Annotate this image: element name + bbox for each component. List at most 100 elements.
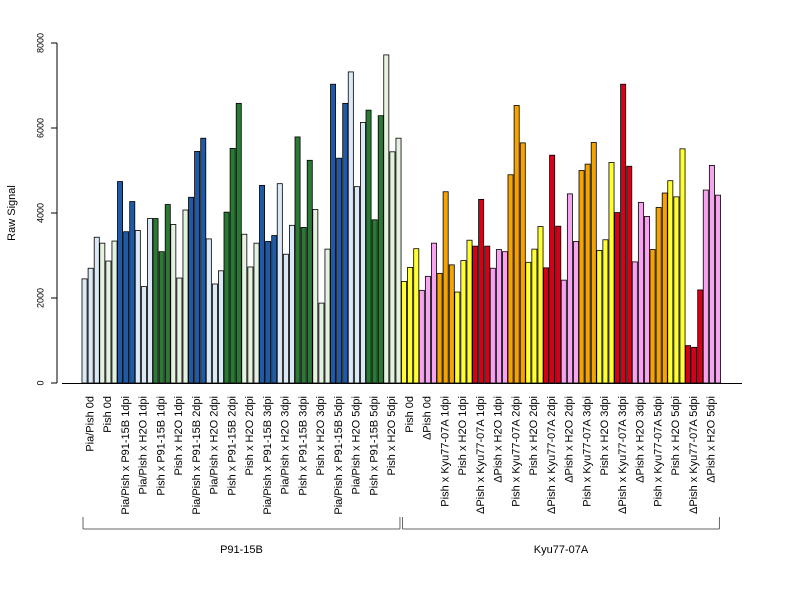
x-tick-label: Pia/Pish x H2O 2dpi — [209, 396, 221, 494]
bar — [555, 225, 562, 384]
x-tick-label: Pia/Pish x H2O 5dpi — [351, 396, 363, 494]
bar — [365, 109, 372, 384]
x-tick-label: ΔPish x H2O 2dpi — [564, 396, 576, 483]
bar — [182, 209, 189, 384]
x-tick-label: Pish x H2O 2dpi — [528, 396, 540, 475]
y-tick-label: 4000 — [35, 203, 45, 223]
bar — [655, 207, 662, 384]
bar — [573, 241, 579, 384]
bar — [531, 248, 538, 384]
x-tick-label: ΔPish x H2O 1dpi — [493, 396, 505, 483]
bar — [502, 251, 508, 384]
bar — [200, 137, 207, 384]
bar — [211, 283, 218, 384]
bar — [235, 102, 242, 384]
bar — [342, 102, 349, 384]
x-tick-label: Pia/Pish 0d — [84, 396, 96, 452]
bar — [584, 163, 591, 384]
x-tick-label: Pish x H2O 5dpi — [386, 396, 398, 475]
bar — [578, 170, 585, 384]
y-tick-label: 6000 — [35, 118, 45, 138]
group-label: Kyu77-07A — [534, 544, 589, 556]
bar — [708, 164, 715, 384]
bar — [418, 289, 425, 384]
x-tick-label: Pish x H2O 1dpi — [457, 396, 469, 475]
bar — [395, 137, 402, 384]
bars-layer — [81, 54, 721, 384]
x-tick-label: Pish x Kyu77-07A 3dpi — [581, 396, 593, 507]
bar — [140, 286, 147, 384]
bar — [644, 215, 650, 384]
bar — [360, 122, 366, 384]
y-axis-title: Raw Signal — [6, 185, 18, 241]
bar — [602, 239, 609, 384]
x-tick-label: Pish x H2O 5dpi — [670, 396, 682, 475]
bar — [472, 245, 478, 384]
bar — [205, 238, 212, 384]
bar — [596, 249, 603, 384]
x-tick-label: ΔPish x Kyu77-07A 1dpi — [475, 396, 487, 514]
bar — [685, 345, 691, 384]
x-tick-label: ΔPish x H2O 5dpi — [706, 396, 718, 483]
x-tick-label: Pia/Pish x H2O 1dpi — [138, 396, 150, 494]
x-tick-label: Pish x Kyu77-07A 2dpi — [510, 396, 522, 507]
bar — [371, 219, 378, 384]
bar — [478, 198, 485, 384]
bar — [667, 180, 674, 384]
x-tick-label: Pish x Kyu77-07A 5dpi — [652, 396, 664, 507]
x-tick-label: Pish x H2O 3dpi — [315, 396, 327, 475]
bar — [495, 249, 502, 384]
bar — [407, 266, 414, 384]
bar — [631, 261, 638, 384]
bar — [158, 251, 165, 384]
bar — [324, 248, 331, 384]
x-tick-label: Pish x H2O 2dpi — [244, 396, 256, 475]
bar — [436, 272, 443, 384]
bar — [513, 105, 520, 384]
bar — [294, 136, 301, 384]
bar — [442, 191, 449, 384]
bar — [389, 151, 396, 384]
bar — [489, 267, 496, 384]
bar — [253, 242, 260, 384]
bar — [697, 289, 704, 384]
x-tick-label: Pish x P91-15B 3dpi — [297, 396, 309, 496]
bar — [537, 226, 544, 384]
bar — [560, 279, 567, 384]
bar — [223, 211, 230, 384]
bar — [691, 346, 698, 384]
bar — [289, 224, 295, 384]
bar — [259, 184, 265, 384]
x-tick-label: Pish x H2O 1dpi — [173, 396, 185, 475]
bar — [282, 253, 289, 384]
bar — [271, 235, 278, 384]
x-tick-labels: Pia/Pish 0d Pish 0d Pia/Pish x P91-15B 1dp… — [84, 396, 717, 515]
bar — [424, 275, 431, 384]
group-brackets: P91-15B Kyu77-07A — [82, 517, 720, 556]
bar — [466, 239, 473, 384]
x-tick-label: Pia/Pish x P91-15B 2dpi — [191, 396, 203, 515]
bar — [649, 249, 656, 384]
bar — [401, 281, 407, 384]
bar — [353, 186, 360, 384]
bar — [312, 209, 319, 384]
bar — [306, 159, 313, 384]
x-tick-label: Pia/Pish x P91-15B 3dpi — [262, 396, 274, 515]
bar — [318, 302, 325, 384]
x-tick-label: Pish x Kyu77-07A 1dpi — [439, 396, 451, 507]
bar — [194, 150, 201, 384]
bar — [715, 194, 721, 384]
bar — [300, 227, 307, 384]
bar — [637, 201, 644, 384]
bar — [566, 193, 573, 384]
bar — [661, 192, 668, 384]
bar — [147, 218, 153, 384]
bar — [454, 291, 461, 384]
bar — [383, 54, 390, 384]
bar — [614, 212, 620, 384]
bar — [626, 165, 633, 384]
bar — [413, 248, 420, 384]
bar — [543, 267, 549, 384]
bar — [448, 264, 455, 384]
bar — [134, 230, 141, 384]
